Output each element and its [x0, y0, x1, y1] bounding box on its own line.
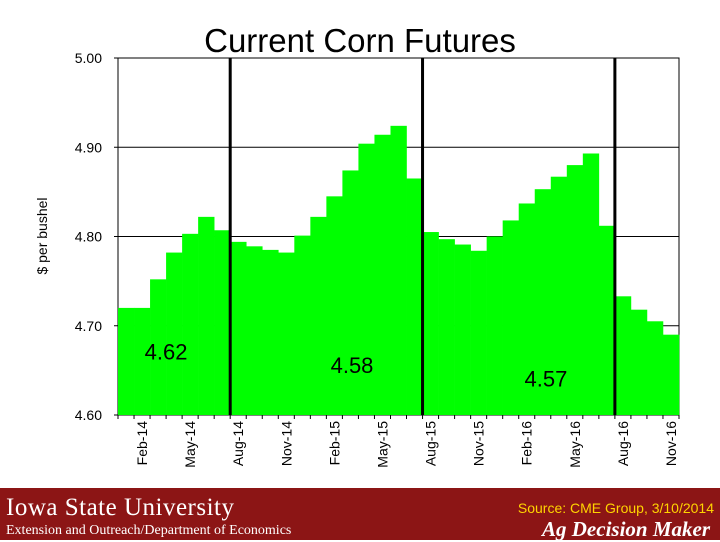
- x-tick-label: Feb-15: [326, 421, 342, 466]
- price-annotation: 4.58: [331, 353, 374, 378]
- y-tick-label: 4.70: [75, 318, 102, 334]
- x-tick-label: Nov-14: [278, 421, 294, 466]
- bar: [422, 232, 439, 415]
- bar: [566, 165, 584, 415]
- price-annotation: 4.62: [145, 340, 188, 365]
- brand-name: Ag Decision Maker: [542, 517, 710, 541]
- chart: Current Corn Futures $ per bushel 4.604.…: [34, 22, 680, 468]
- bar: [502, 220, 520, 415]
- bar: [214, 230, 231, 415]
- y-axis-ticks: 4.60 4.70 4.80 4.90 5.00: [75, 50, 118, 423]
- bar: [198, 216, 215, 415]
- bar: [614, 296, 632, 415]
- price-annotation: 4.57: [525, 366, 568, 391]
- bar: [262, 249, 279, 415]
- bar: [598, 225, 616, 415]
- bar: [246, 246, 263, 415]
- x-tick-label: May-16: [567, 421, 583, 468]
- x-tick-label: Aug-16: [615, 421, 631, 466]
- bar: [310, 216, 327, 415]
- department-name: Extension and Outreach/Department of Eco…: [6, 523, 292, 538]
- bar: [486, 236, 503, 415]
- y-axis-label: $ per bushel: [34, 197, 50, 274]
- bar: [454, 244, 471, 415]
- university-name: Iowa State University: [6, 494, 235, 521]
- dividers: [228, 58, 617, 415]
- x-axis-ticks: Feb-14 May-14 Aug-14 Nov-14 Feb-15 May-15 Aug-…: [117, 415, 680, 468]
- y-tick-label: 4.90: [75, 139, 102, 155]
- bar: [582, 153, 600, 415]
- chart-title: Current Corn Futures: [204, 22, 516, 59]
- bar: [470, 250, 487, 415]
- bar: [182, 233, 199, 415]
- bar: [550, 176, 568, 415]
- x-tick-label: Aug-15: [423, 421, 439, 466]
- bar: [646, 321, 664, 415]
- bar: [406, 178, 423, 415]
- x-tick-label: May-14: [182, 421, 198, 468]
- bar: [374, 134, 391, 415]
- y-tick-label: 5.00: [75, 50, 102, 66]
- bar: [230, 241, 247, 415]
- source-note: Source: CME Group, 3/10/2014: [517, 500, 714, 516]
- bar: [662, 334, 680, 415]
- bar: [278, 252, 295, 415]
- x-tick-label: May-15: [374, 421, 390, 468]
- bars: [118, 125, 680, 415]
- bar: [438, 239, 455, 415]
- annotations: 4.62 4.58 4.57: [145, 340, 568, 392]
- x-tick-label: Nov-15: [471, 421, 487, 466]
- footer-banner: Iowa State University Extension and Outr…: [0, 488, 720, 541]
- x-tick-label: Nov-16: [663, 421, 679, 466]
- bar: [150, 279, 167, 415]
- bar: [166, 252, 183, 415]
- y-tick-label: 4.80: [75, 229, 102, 245]
- bar: [326, 196, 343, 415]
- bar: [134, 307, 151, 415]
- bar: [342, 170, 359, 415]
- bar: [358, 143, 375, 415]
- bar: [118, 307, 135, 415]
- x-tick-label: Aug-14: [230, 421, 246, 466]
- bar: [534, 189, 552, 415]
- bar: [518, 203, 536, 415]
- bar: [294, 235, 311, 415]
- bar: [630, 309, 648, 415]
- bar: [390, 125, 407, 415]
- x-tick-label: Feb-16: [519, 421, 535, 466]
- x-tick-label: Feb-14: [134, 421, 150, 466]
- y-tick-label: 4.60: [75, 407, 102, 423]
